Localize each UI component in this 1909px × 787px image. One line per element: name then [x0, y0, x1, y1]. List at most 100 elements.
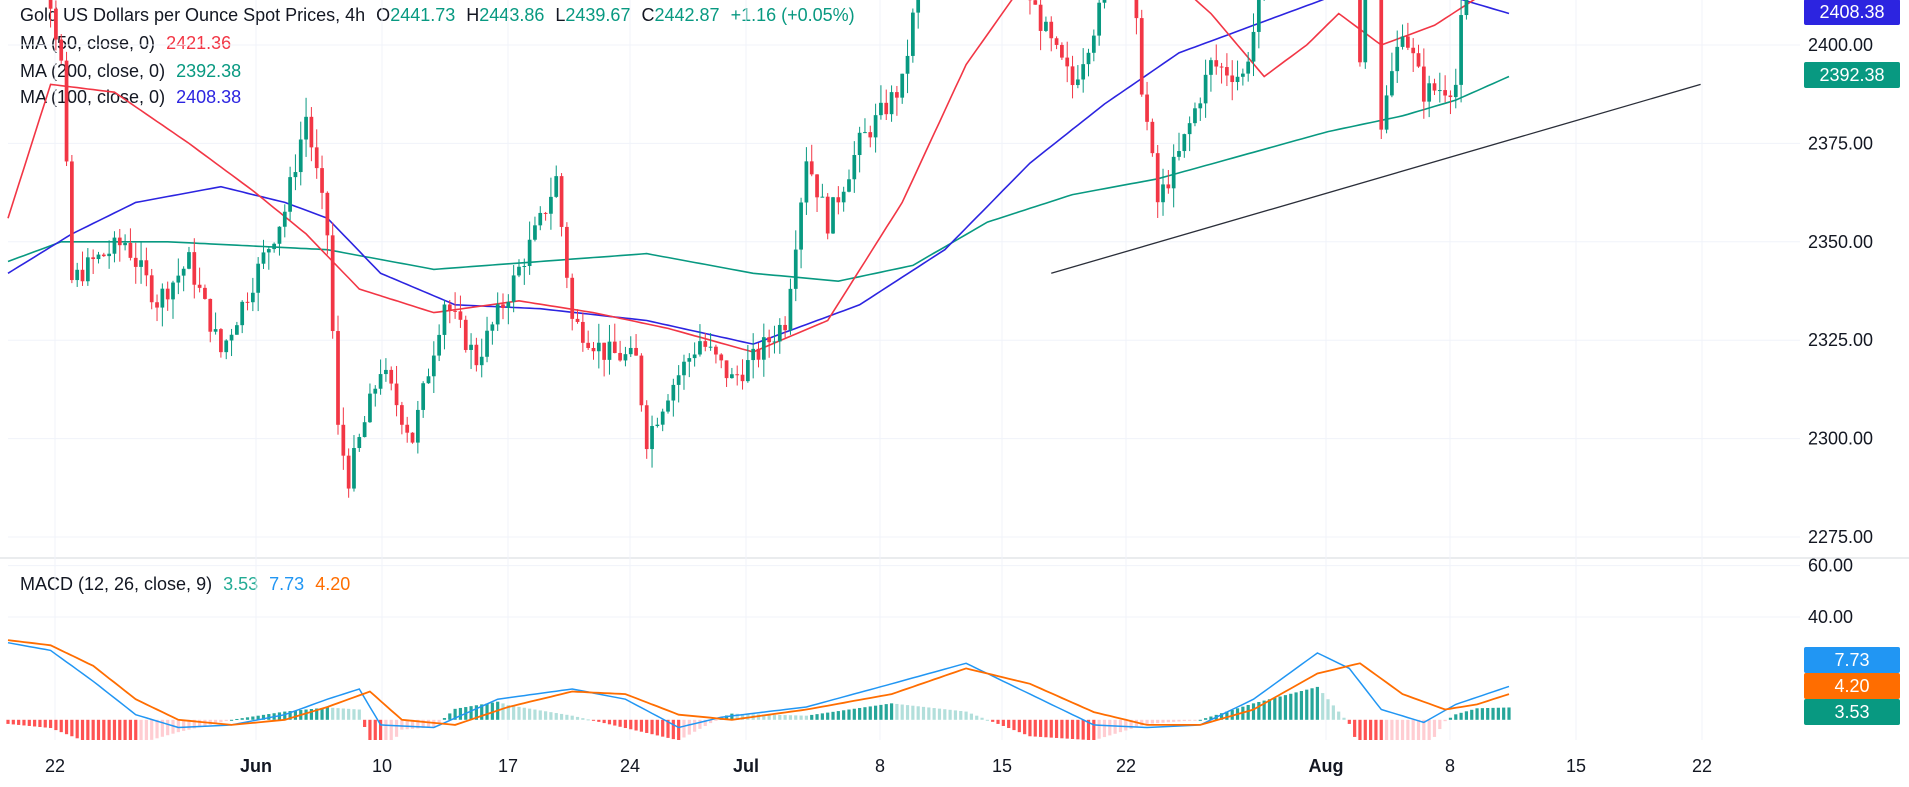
candle-body [1086, 52, 1091, 65]
candle-body [256, 263, 261, 293]
macd-hist-bar [1070, 719, 1075, 739]
candle-body [831, 197, 835, 234]
macd-hist-bar [336, 708, 340, 720]
candle-body [336, 331, 340, 425]
candle-body [384, 369, 388, 375]
candle-body [559, 176, 564, 227]
macd-hist-bar [724, 715, 729, 720]
candle-body [708, 346, 713, 348]
candle-body [373, 388, 378, 394]
trendlines[interactable] [1009, 0, 1701, 274]
macd-hist-bar [842, 710, 846, 720]
candle-body [224, 340, 229, 353]
macd-hist-bar [826, 712, 830, 720]
macd-hist-bar [693, 719, 697, 732]
candle-body [809, 161, 814, 175]
candle-body [479, 356, 484, 366]
macd-hist-bar [868, 706, 872, 720]
candle-body [1379, 0, 1384, 130]
macd-hist-bar [1422, 719, 1426, 740]
macd-hist-bar [1007, 719, 1011, 729]
x-tick-label: Jul [733, 756, 759, 776]
macd-hist-bar [661, 719, 665, 737]
candle-body [660, 411, 665, 425]
ma200-legend[interactable]: MA (200, close, 0) 2392.38 [20, 60, 247, 82]
y-tick-label: 2300.00 [1808, 429, 1873, 449]
macd-hist-bar [863, 707, 867, 720]
macd-hist-bar [1225, 711, 1229, 720]
macd-hist-bar [900, 704, 904, 720]
macd-hist-bar [11, 719, 15, 725]
candle-body [410, 432, 415, 443]
macd-hist-bar [166, 719, 170, 736]
macd-hist-bar [1204, 718, 1208, 720]
candle-body [565, 226, 569, 278]
candle-body [85, 257, 90, 282]
candle-body [698, 341, 702, 355]
candle-body [474, 344, 479, 366]
macd-hist-bar [1145, 719, 1149, 724]
macd-hist-bar [847, 709, 851, 720]
macd-hist-bar [772, 714, 777, 720]
candle-body [389, 369, 394, 384]
macd-hist-bar [937, 708, 942, 720]
candle-body [1421, 66, 1426, 102]
candle-body [527, 239, 532, 267]
candle-body [863, 132, 867, 134]
macd-hist-bar [1299, 691, 1304, 720]
candle-body [70, 161, 74, 281]
macd-legend[interactable]: MACD (12, 26, close, 9) 3.53 7.73 4.20 [20, 573, 356, 595]
macd-hist-bar [879, 704, 883, 720]
macd-y-tick-label: 40.00 [1808, 607, 1853, 627]
candle-body [650, 426, 654, 450]
candle-body [724, 360, 729, 379]
macd-hist-bar [1337, 711, 1341, 720]
macd-hist-bar [1321, 693, 1325, 720]
candle-body [745, 360, 750, 382]
macd-hist-bar [714, 719, 718, 721]
macd-hist-bar [703, 719, 707, 726]
macd-hist-bar [1049, 719, 1053, 738]
price-tag-label: 2392.38 [1819, 65, 1884, 85]
macd-hist-bar [1161, 719, 1165, 723]
macd-hist-bar [794, 715, 798, 720]
macd-hist-bar [437, 719, 441, 723]
candle-body [362, 422, 367, 438]
ma200-value: 2392.38 [176, 61, 242, 81]
macd-hist-bar [485, 703, 489, 720]
candle-body [1155, 153, 1160, 203]
macd-hist-bar [1076, 719, 1080, 740]
macd-tag-label: 4.20 [1834, 676, 1869, 696]
macd-hist-bar [70, 719, 74, 737]
macd-hist-bar [735, 713, 739, 720]
candle-body [394, 383, 399, 406]
macd-hist-bar [123, 719, 127, 740]
y-tick-label: 2350.00 [1808, 232, 1873, 252]
candle-body [1182, 134, 1187, 152]
macd-hist-bar [1172, 719, 1176, 722]
macd-hist-bar [1182, 719, 1186, 722]
macd-hist-bar [708, 719, 713, 724]
macd-hist-bar [687, 719, 691, 735]
ma100-value: 2408.38 [176, 87, 242, 107]
macd-hist-bar [1054, 719, 1059, 738]
candle-body [1049, 21, 1054, 39]
candle-body [490, 324, 495, 331]
macd-hist-bar [831, 711, 835, 720]
candle-body [655, 424, 660, 427]
macd-hist-bar [389, 719, 393, 740]
candle-body [1044, 21, 1048, 31]
macd-hist-bar [64, 719, 69, 735]
candle-body [181, 268, 186, 276]
candle-body [543, 212, 548, 214]
x-tick-label: 15 [992, 756, 1012, 776]
macd-hist-bar [75, 719, 79, 739]
candle-body [314, 147, 319, 169]
macd-hist-bar [160, 719, 164, 737]
ma50-legend[interactable]: MA (50, close, 0) 2421.36 [20, 32, 237, 54]
macd-hist-bar [943, 709, 947, 720]
candle-body [751, 348, 756, 361]
macd-hist-bar [613, 719, 617, 726]
macd-hist-bar [799, 715, 803, 720]
